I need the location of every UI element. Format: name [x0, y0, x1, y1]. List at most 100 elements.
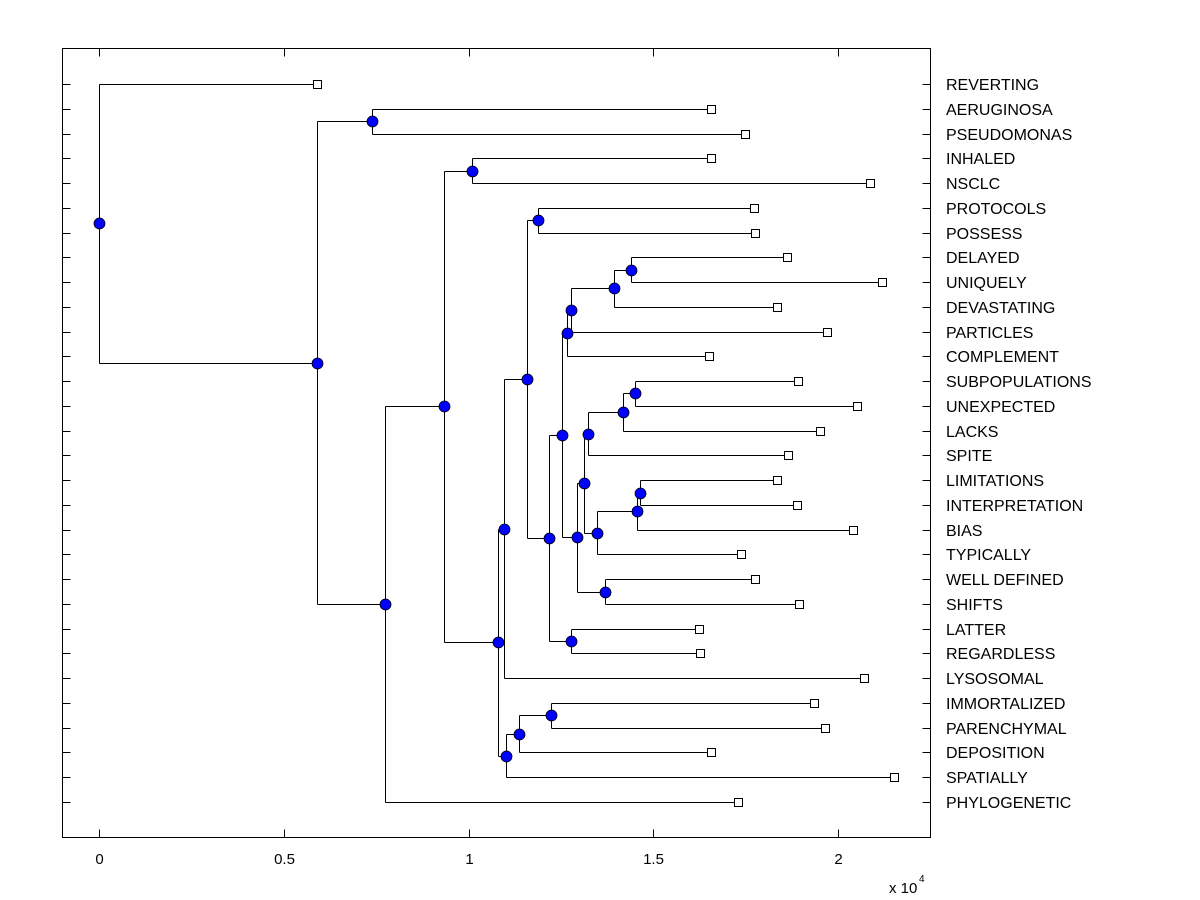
- leaf-label: INTERPRETATION: [946, 498, 1083, 515]
- x-tick-label: 1: [465, 851, 473, 868]
- leaf-label: DEVASTATING: [946, 300, 1055, 317]
- leaf-marker: [821, 724, 830, 733]
- internal-node: [366, 115, 379, 128]
- internal-node: [578, 477, 591, 490]
- leaf-marker: [741, 130, 750, 139]
- leaf-label: SPITE: [946, 448, 992, 465]
- leaf-marker: [773, 476, 782, 485]
- leaf-marker: [849, 526, 858, 535]
- internal-node: [500, 750, 513, 763]
- x-tick-label: 0: [95, 851, 103, 868]
- leaf-label: INHALED: [946, 151, 1015, 168]
- leaf-marker: [866, 179, 875, 188]
- leaf-marker: [810, 699, 819, 708]
- leaf-marker: [707, 105, 716, 114]
- internal-node: [379, 598, 392, 611]
- internal-node-markers: [93, 115, 647, 763]
- leaf-label: SPATIALLY: [946, 770, 1028, 787]
- internal-node: [571, 531, 584, 544]
- internal-node: [466, 165, 479, 178]
- leaf-label: LATTER: [946, 622, 1006, 639]
- x-tick-label: 1.5: [643, 851, 664, 868]
- leaf-marker: [860, 674, 869, 683]
- internal-node: [532, 214, 545, 227]
- internal-node: [591, 527, 604, 540]
- leaf-label: DEPOSITION: [946, 745, 1045, 762]
- x-multiplier-exponent: 4: [919, 874, 925, 885]
- leaf-marker: [783, 253, 792, 262]
- leaf-marker: [794, 377, 803, 386]
- internal-node: [625, 264, 638, 277]
- x-multiplier-label: x 10: [889, 880, 917, 897]
- y-axis-ticks: [62, 84, 931, 803]
- internal-node: [438, 400, 451, 413]
- leaf-label: PARENCHYMAL: [946, 721, 1067, 738]
- leaf-label: IMMORTALIZED: [946, 696, 1065, 713]
- internal-node: [556, 429, 569, 442]
- x-axis-ticks: [99, 48, 839, 838]
- plot-area-frame: [62, 48, 931, 838]
- leaf-label: TYPICALLY: [946, 547, 1031, 564]
- leaf-marker: [816, 427, 825, 436]
- leaf-marker: [773, 303, 782, 312]
- leaf-label: PARTICLES: [946, 325, 1033, 342]
- internal-node: [629, 387, 642, 400]
- leaf-label: COMPLEMENT: [946, 349, 1059, 366]
- leaf-label: DELAYED: [946, 250, 1020, 267]
- leaf-label: REVERTING: [946, 77, 1039, 94]
- internal-node: [93, 217, 106, 230]
- internal-node: [311, 357, 324, 370]
- internal-node: [599, 586, 612, 599]
- leaf-marker: [737, 550, 746, 559]
- leaf-marker: [695, 625, 704, 634]
- internal-node: [608, 282, 621, 295]
- leaf-marker: [823, 328, 832, 337]
- internal-node: [498, 523, 511, 536]
- leaf-label: LYSOSOMAL: [946, 671, 1044, 688]
- leaf-label: PHYLOGENETIC: [946, 795, 1071, 812]
- leaf-marker: [750, 204, 759, 213]
- leaf-label: UNIQUELY: [946, 275, 1027, 292]
- leaf-labels: REVERTING AERUGINOSA PSEUDOMONAS INHALED NSC…: [946, 77, 1092, 812]
- internal-node: [631, 505, 644, 518]
- leaf-marker: [890, 773, 899, 782]
- leaf-label: PROTOCOLS: [946, 201, 1046, 218]
- leaf-label: AERUGINOSA: [946, 102, 1053, 119]
- leaf-label: WELL DEFINED: [946, 572, 1064, 589]
- leaf-label: BIAS: [946, 523, 982, 540]
- internal-node: [617, 406, 630, 419]
- leaf-marker: [696, 649, 705, 658]
- x-tick-labels: 0 0.5 1 1.5 2: [95, 851, 842, 868]
- internal-node: [565, 304, 578, 317]
- leaf-label: REGARDLESS: [946, 646, 1055, 663]
- leaf-marker: [707, 154, 716, 163]
- leaf-label: SHIFTS: [946, 597, 1003, 614]
- internal-node: [513, 728, 526, 741]
- x-tick-label: 2: [834, 851, 842, 868]
- leaf-label: LACKS: [946, 424, 998, 441]
- internal-node: [634, 487, 647, 500]
- leaf-marker: [795, 600, 804, 609]
- leaf-marker: [751, 575, 760, 584]
- leaf-label: POSSESS: [946, 226, 1022, 243]
- leaf-marker: [707, 748, 716, 757]
- leaf-label: NSCLC: [946, 176, 1000, 193]
- leaf-label: LIMITATIONS: [946, 473, 1044, 490]
- leaf-marker: [853, 402, 862, 411]
- internal-node: [543, 532, 556, 545]
- internal-node: [492, 636, 505, 649]
- internal-node: [561, 327, 574, 340]
- leaf-marker: [878, 278, 887, 287]
- leaf-marker: [313, 80, 322, 89]
- internal-node: [521, 373, 534, 386]
- leaf-label: PSEUDOMONAS: [946, 127, 1072, 144]
- leaf-markers: [313, 80, 899, 807]
- internal-node: [582, 428, 595, 441]
- leaf-label: SUBPOPULATIONS: [946, 374, 1092, 391]
- leaf-marker: [793, 501, 802, 510]
- leaf-marker: [705, 352, 714, 361]
- x-tick-label: 0.5: [274, 851, 295, 868]
- leaf-marker: [784, 451, 793, 460]
- leaf-label: UNEXPECTED: [946, 399, 1055, 416]
